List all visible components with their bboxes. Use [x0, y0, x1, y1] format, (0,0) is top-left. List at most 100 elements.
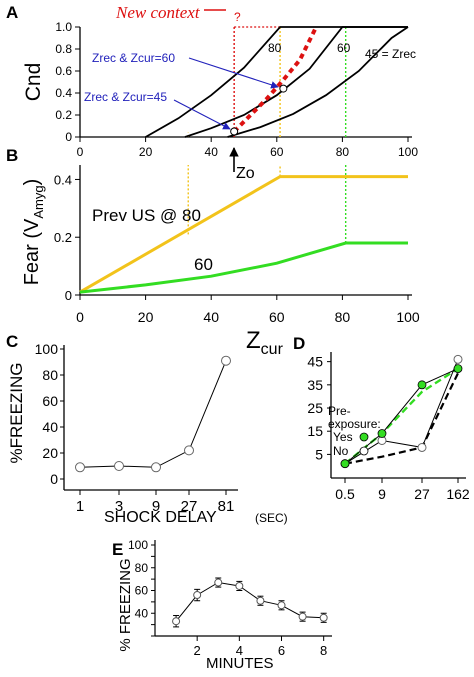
panel-a-ylabel: Cnd — [22, 63, 45, 102]
d-yes-point — [377, 429, 387, 438]
e-point — [214, 578, 223, 587]
a-curve-1 — [184, 26, 408, 138]
panel-c-ylabel: %FREEZING — [7, 362, 26, 463]
a-curve-0 — [145, 26, 408, 138]
c-x-tick-label: 27 — [181, 498, 198, 515]
xlabel-main: Z — [246, 327, 261, 354]
d-x-tick-label: 27 — [414, 486, 430, 502]
a-x-tick-label: 20 — [139, 145, 153, 159]
panel-e: 40 60 80 100 2 4 6 8 — [128, 538, 332, 658]
a-point — [279, 84, 288, 93]
panel-c: 0 20 40 60 80 100 1 3 9 27 81 — [35, 341, 238, 515]
b-x-tick-label: 60 — [269, 309, 285, 325]
a-x-tick-label: 100 — [398, 145, 418, 159]
d-yes-point — [340, 459, 350, 469]
panel-c-xlabel: SHOCK DELAY — [104, 509, 217, 526]
b-60-label: 60 — [194, 255, 213, 274]
c-y-tick-label: 100 — [35, 341, 59, 357]
legend-no-label: No — [333, 444, 349, 458]
b-series-1 — [79, 241, 408, 294]
c-y-tick-label: 0 — [50, 471, 58, 487]
d-no-point — [417, 442, 427, 452]
legend-yes-marker — [359, 432, 369, 442]
panel-b-xlabel: Zcur — [246, 327, 284, 358]
d-x-tick-label: 9 — [378, 486, 386, 502]
e-y-tick-label: 40 — [135, 606, 149, 620]
panel-a: 0 0.2 0.4 0.6 0.8 1.0 0 20 40 60 80 100 — [55, 20, 418, 159]
d-x-tick-label: 0.5 — [335, 486, 355, 502]
legend-no-marker — [359, 446, 369, 456]
c-point — [114, 461, 124, 471]
a-x-tick-label: 0 — [77, 145, 84, 159]
e-point — [193, 591, 202, 600]
e-point — [298, 612, 307, 621]
c-x-tick-label: 9 — [152, 498, 160, 515]
d-x-tick-label: 162 — [446, 486, 470, 502]
ylabel-sub: Amyg — [31, 185, 46, 218]
new-context-label: New context — [115, 3, 201, 22]
curve-80-label: 80 — [268, 41, 282, 55]
c-point — [221, 355, 231, 366]
panel-e-ylabel: % FREEZING — [117, 558, 134, 651]
ylabel-main: Fear (V — [21, 218, 43, 285]
d-y-tick-label: 25 — [307, 400, 323, 416]
a-point — [230, 127, 239, 136]
a-x-tick-label: 40 — [205, 145, 219, 159]
c-point — [75, 462, 85, 473]
c-y-tick-label: 40 — [42, 419, 58, 435]
b-x-tick-label: 80 — [335, 309, 351, 325]
c-point — [184, 445, 194, 456]
b-x-tick-label: 20 — [138, 309, 154, 325]
legend-yes-label: Yes — [333, 430, 353, 444]
b-x-tick-label: 40 — [203, 309, 219, 325]
a-y-tick-label: 0.6 — [55, 64, 72, 78]
e-point — [235, 581, 244, 590]
d-no-point — [453, 354, 463, 364]
d-y-tick-label: 5 — [315, 446, 323, 462]
a-y-tick-label: 0.2 — [55, 108, 72, 122]
e-point — [256, 596, 265, 605]
panel-a-letter: A — [6, 3, 18, 22]
c-x-tick-label: 1 — [76, 498, 84, 515]
a-x-tick-label: 80 — [336, 145, 350, 159]
a-curve-2 — [227, 26, 409, 138]
e-x-tick-label: 6 — [278, 643, 285, 658]
a-y-tick-label: 0.4 — [55, 86, 72, 100]
b-y-tick-label: 0.4 — [54, 172, 72, 187]
a-x-tick-label: 60 — [270, 145, 284, 159]
d-y-tick-label: 45 — [307, 354, 323, 370]
c-point — [151, 462, 161, 473]
e-y-tick-label: 100 — [128, 538, 148, 552]
new-context-question: ? — [234, 10, 241, 24]
c-x-tick-label: 81 — [218, 498, 235, 515]
c-x-tick-label: 3 — [115, 498, 123, 515]
curve-60-label: 60 — [337, 41, 351, 55]
panel-d-letter: D — [293, 334, 305, 353]
prev-us-label: Prev US @ 80 — [92, 206, 201, 225]
e-point — [319, 613, 328, 622]
a-y-tick-label: 1.0 — [55, 20, 72, 34]
c-line — [79, 360, 227, 468]
b-x-tick-label: 100 — [396, 309, 420, 325]
legend-title-1: Pre- — [328, 404, 351, 418]
d-y-tick-label: 15 — [307, 423, 323, 439]
e-y-tick-label: 80 — [135, 561, 149, 575]
panel-e-xlabel: MINUTES — [206, 655, 274, 672]
curve-45-label: 45 = Zrec — [365, 47, 416, 61]
panel-b-letter: B — [6, 146, 18, 165]
b-y-tick-label: 0.2 — [54, 230, 72, 245]
panel-b: 0 0.2 0.4 0 20 40 60 80 100 — [54, 165, 420, 325]
e-x-tick-label: 2 — [194, 643, 201, 658]
c-y-tick-label: 80 — [42, 367, 58, 383]
zo-label: Zo — [236, 165, 255, 182]
c-y-tick-label: 20 — [42, 445, 58, 461]
legend-title-2: exposure: — [328, 417, 381, 431]
b-series-0 — [79, 175, 408, 294]
e-x-tick-label: 4 — [236, 643, 243, 658]
panel-e-letter: E — [112, 540, 123, 559]
ylabel-close: ) — [21, 179, 43, 186]
panel-d: 5 15 25 35 45 0.5 9 27 162 — [307, 352, 470, 502]
panel-c-letter: C — [6, 332, 18, 351]
xlabel-sub: cur — [261, 341, 284, 358]
